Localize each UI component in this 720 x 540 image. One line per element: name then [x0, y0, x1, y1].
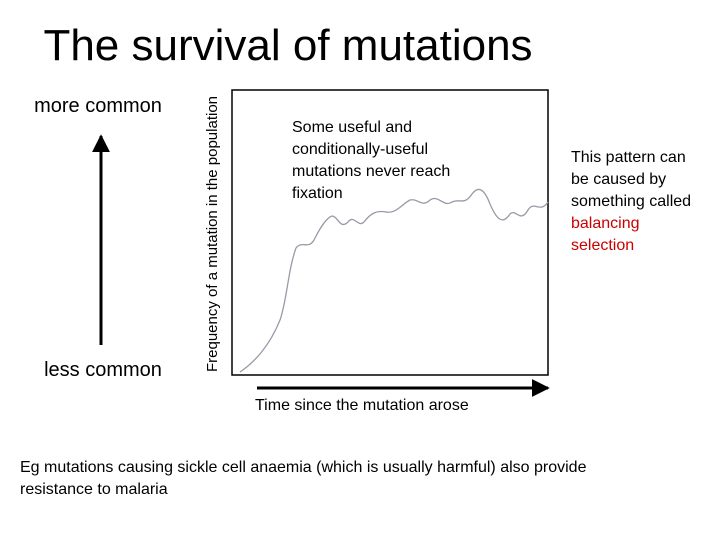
- y-axis-label: Frequency of a mutation in the populatio…: [204, 96, 221, 372]
- text-line: Some useful and: [292, 119, 412, 136]
- frequency-curve: [239, 188, 549, 373]
- x-axis-label: Time since the mutation arose: [255, 397, 469, 414]
- text-line: something called: [571, 193, 691, 210]
- text-line: conditionally-useful: [292, 141, 428, 158]
- text-line: This pattern can: [571, 149, 686, 166]
- side-note: This pattern can be caused by something ca…: [571, 149, 691, 254]
- text-line: fixation: [292, 185, 343, 202]
- more-common-label: more common: [34, 95, 162, 117]
- text-line: resistance to malaria: [20, 481, 168, 498]
- title: The survival of mutations: [43, 21, 532, 70]
- text-line: selection: [571, 237, 634, 254]
- text-line: Eg mutations causing sickle cell anaemia…: [20, 459, 587, 476]
- text-line: balancing: [571, 215, 640, 232]
- less-common-label: less common: [44, 359, 162, 381]
- box-note: Some useful and conditionally-useful mutat…: [292, 119, 450, 202]
- plot-frame: [231, 89, 549, 376]
- footer: Eg mutations causing sickle cell anaemia…: [20, 459, 587, 498]
- text-line: mutations never reach: [292, 163, 450, 180]
- text-line: be caused by: [571, 171, 666, 188]
